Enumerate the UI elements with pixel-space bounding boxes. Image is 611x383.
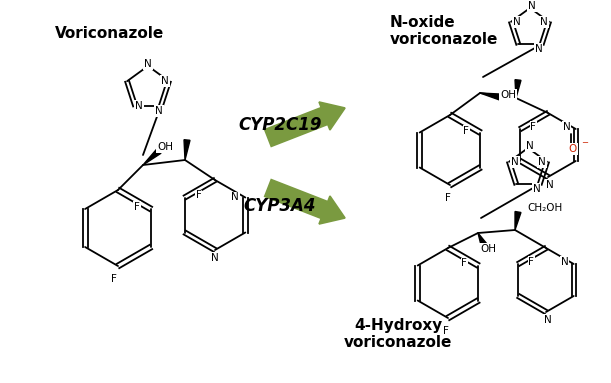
Text: N: N (528, 1, 536, 11)
Text: OH: OH (157, 142, 173, 152)
Text: OH: OH (480, 244, 496, 254)
Text: N: N (155, 106, 163, 116)
Text: N: N (540, 17, 548, 27)
Text: N: N (161, 76, 169, 86)
Text: N: N (211, 253, 219, 263)
Text: O: O (569, 144, 577, 154)
Polygon shape (478, 233, 487, 246)
Text: F: F (134, 202, 140, 212)
Text: F: F (461, 259, 467, 268)
Text: N: N (561, 257, 569, 267)
Text: N: N (535, 44, 543, 54)
Text: N: N (546, 180, 554, 190)
Text: F: F (111, 274, 117, 284)
Text: CYP2C19: CYP2C19 (238, 116, 322, 134)
FancyArrow shape (265, 180, 345, 224)
Text: F: F (530, 122, 536, 132)
Text: 4-Hydroxy
voriconazole: 4-Hydroxy voriconazole (344, 318, 452, 350)
Text: F: F (196, 190, 202, 200)
Polygon shape (184, 140, 190, 160)
Polygon shape (515, 80, 521, 98)
Text: N: N (511, 157, 519, 167)
Text: N: N (533, 184, 541, 194)
Text: N: N (538, 157, 546, 167)
Text: CH₂OH: CH₂OH (527, 203, 563, 213)
Text: F: F (529, 257, 534, 267)
Text: N: N (144, 59, 152, 69)
Polygon shape (143, 149, 161, 165)
Text: N: N (513, 17, 521, 27)
Text: N: N (232, 193, 239, 203)
Text: N: N (544, 315, 552, 325)
Text: N-oxide
voriconazole: N-oxide voriconazole (390, 15, 499, 47)
Text: F: F (443, 326, 449, 336)
Text: Voriconazole: Voriconazole (55, 26, 164, 41)
Text: F: F (445, 193, 451, 203)
Text: OH: OH (500, 90, 516, 100)
Polygon shape (480, 93, 500, 100)
FancyArrow shape (265, 102, 345, 146)
Polygon shape (515, 211, 521, 230)
Text: F: F (463, 126, 469, 136)
Text: N: N (135, 101, 143, 111)
Text: −: − (580, 138, 588, 147)
Text: N: N (526, 141, 534, 151)
Text: N: N (563, 122, 571, 132)
Text: CYP3A4: CYP3A4 (244, 197, 316, 215)
